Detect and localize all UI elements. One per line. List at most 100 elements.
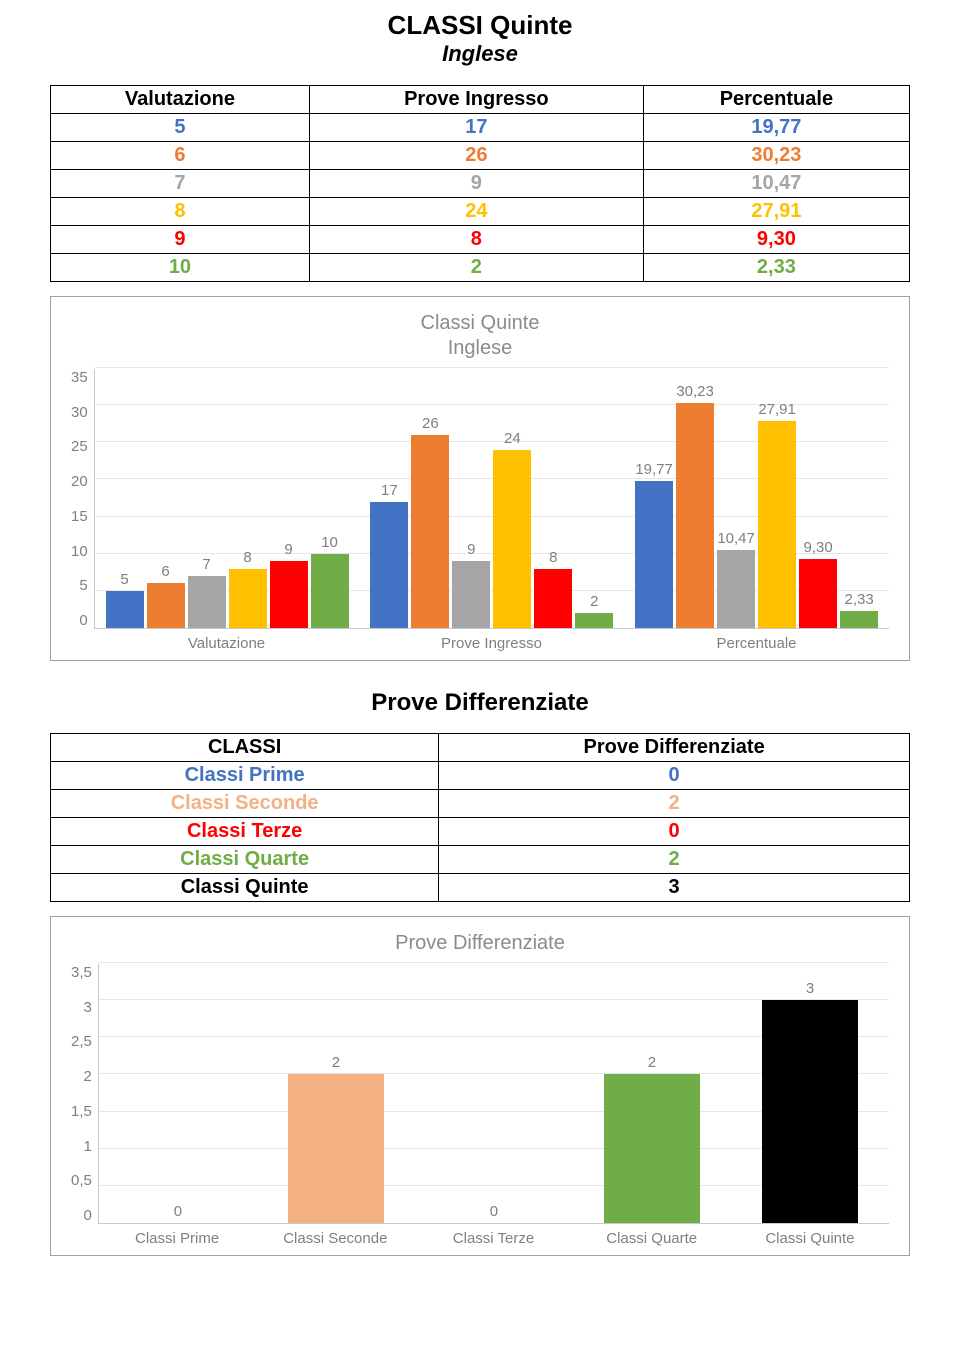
- chart1-bar: 24: [493, 450, 531, 628]
- chart1-bar-label: 9,30: [803, 539, 832, 556]
- chart2-x-label: Classi Seconde: [256, 1224, 414, 1247]
- table-cell: 6: [51, 142, 310, 170]
- chart2-bar: 2: [604, 1074, 700, 1223]
- table-cell: 10,47: [643, 170, 909, 198]
- table-row: 82427,91: [51, 198, 910, 226]
- chart1-group: 172692482: [359, 369, 624, 628]
- table-cell: 10: [51, 254, 310, 282]
- table-prove-differenziate: CLASSI Prove Differenziate Classi Prime0…: [50, 733, 910, 902]
- chart1-ytick: 20: [71, 473, 88, 490]
- table-cell: 19,77: [643, 114, 909, 142]
- chart1-ytick: 10: [71, 543, 88, 560]
- table-cell: 24: [309, 198, 643, 226]
- table-cell: 2: [439, 846, 910, 874]
- chart2-group: 2: [573, 964, 731, 1223]
- chart1-bar-label: 24: [504, 430, 521, 447]
- chart2-group: 2: [257, 964, 415, 1223]
- chart1-ytick: 35: [71, 369, 88, 386]
- chart1-bar: 9,30: [799, 559, 837, 628]
- chart1-bar: 8: [229, 569, 267, 628]
- table-row: 989,30: [51, 226, 910, 254]
- table-quinte-inglese: Valutazione Prove Ingresso Percentuale 5…: [50, 85, 910, 282]
- table-row: Classi Quinte3: [51, 874, 910, 902]
- chart1-bar-label: 8: [243, 549, 251, 566]
- table-cell: 26: [309, 142, 643, 170]
- chart1-bar-label: 10: [321, 534, 338, 551]
- table-cell: Classi Seconde: [51, 790, 439, 818]
- table1-col-1: Prove Ingresso: [309, 86, 643, 114]
- chart2-y-axis: 3,532,521,510,50: [71, 964, 98, 1224]
- chart1-bar: 2: [575, 613, 613, 628]
- chart1-x-label: Valutazione: [94, 629, 359, 652]
- chart1-bar-label: 7: [202, 556, 210, 573]
- chart1-bar-label: 9: [284, 541, 292, 558]
- chart1-bar-label: 27,91: [758, 401, 796, 418]
- table-row: Classi Quarte2: [51, 846, 910, 874]
- chart1-bar: 26: [411, 435, 449, 628]
- chart2-ytick: 0: [84, 1207, 92, 1224]
- chart2-bar: 2: [288, 1074, 384, 1223]
- chart1-group: 5678910: [95, 369, 360, 628]
- table-row: 7910,47: [51, 170, 910, 198]
- chart1-bar-label: 2,33: [844, 591, 873, 608]
- chart1-bar: 2,33: [840, 611, 878, 628]
- chart1-bar: 27,91: [758, 421, 796, 628]
- chart-quinte-inglese: Classi Quinte Inglese 35302520151050 567…: [50, 296, 910, 661]
- chart2-bar: 3: [762, 1000, 858, 1223]
- chart1-ytick: 5: [79, 577, 87, 594]
- chart2-plot: 02023: [98, 964, 889, 1224]
- chart1-title: Classi Quinte Inglese: [71, 311, 889, 361]
- chart1-bar-label: 19,77: [635, 461, 673, 478]
- chart1-bar: 8: [534, 569, 572, 628]
- chart2-bar-label: 0: [490, 1203, 498, 1220]
- chart1-plot: 567891017269248219,7730,2310,4727,919,30…: [94, 369, 889, 629]
- chart1-ytick: 30: [71, 404, 88, 421]
- chart1-bar: 17: [370, 502, 408, 628]
- chart1-bar-label: 10,47: [717, 530, 755, 547]
- chart1-bar: 30,23: [676, 403, 714, 628]
- chart1-bar: 5: [106, 591, 144, 628]
- table-cell: 8: [51, 198, 310, 226]
- chart2-ytick: 2: [84, 1068, 92, 1085]
- chart1-x-labels: ValutazioneProve IngressoPercentuale: [94, 629, 889, 652]
- table-cell: 2,33: [643, 254, 909, 282]
- chart1-bar: 7: [188, 576, 226, 628]
- chart1-bar-label: 2: [590, 593, 598, 610]
- chart1-bar: 19,77: [635, 481, 673, 628]
- chart1-y-axis: 35302520151050: [71, 369, 94, 629]
- chart-prove-differenziate: Prove Differenziate 3,532,521,510,50 020…: [50, 916, 910, 1256]
- chart2-ytick: 1: [84, 1138, 92, 1155]
- chart2-x-label: Classi Prime: [98, 1224, 256, 1247]
- chart2-group: 3: [731, 964, 889, 1223]
- chart2-bar-label: 3: [806, 980, 814, 997]
- chart1-ytick: 15: [71, 508, 88, 525]
- chart2-ytick: 1,5: [71, 1103, 92, 1120]
- table-cell: 3: [439, 874, 910, 902]
- table1-col-0: Valutazione: [51, 86, 310, 114]
- table-row: 62630,23: [51, 142, 910, 170]
- section-prove-differenziate-title: Prove Differenziate: [50, 689, 910, 717]
- page-subtitle: Inglese: [50, 41, 910, 67]
- table-cell: Classi Terze: [51, 818, 439, 846]
- table-cell: 0: [439, 762, 910, 790]
- chart2-bar-label: 0: [174, 1203, 182, 1220]
- table-cell: 7: [51, 170, 310, 198]
- table-cell: 30,23: [643, 142, 909, 170]
- chart1-bar-label: 5: [120, 571, 128, 588]
- chart1-group: 19,7730,2310,4727,919,302,33: [624, 369, 889, 628]
- table-row: Classi Prime0: [51, 762, 910, 790]
- chart1-bar: 10: [311, 554, 349, 628]
- table-cell: 9,30: [643, 226, 909, 254]
- chart1-gridline: [95, 367, 889, 368]
- table-cell: 8: [309, 226, 643, 254]
- chart2-x-label: Classi Quinte: [731, 1224, 889, 1247]
- chart1-x-label: Prove Ingresso: [359, 629, 624, 652]
- chart2-bar-label: 2: [648, 1054, 656, 1071]
- table-row: 51719,77: [51, 114, 910, 142]
- chart1-bar-label: 30,23: [676, 383, 714, 400]
- table-cell: 2: [309, 254, 643, 282]
- chart1-bar-label: 17: [381, 482, 398, 499]
- table-row: Classi Terze0: [51, 818, 910, 846]
- page-title: CLASSI Quinte: [50, 10, 910, 41]
- chart2-group: 0: [99, 964, 257, 1223]
